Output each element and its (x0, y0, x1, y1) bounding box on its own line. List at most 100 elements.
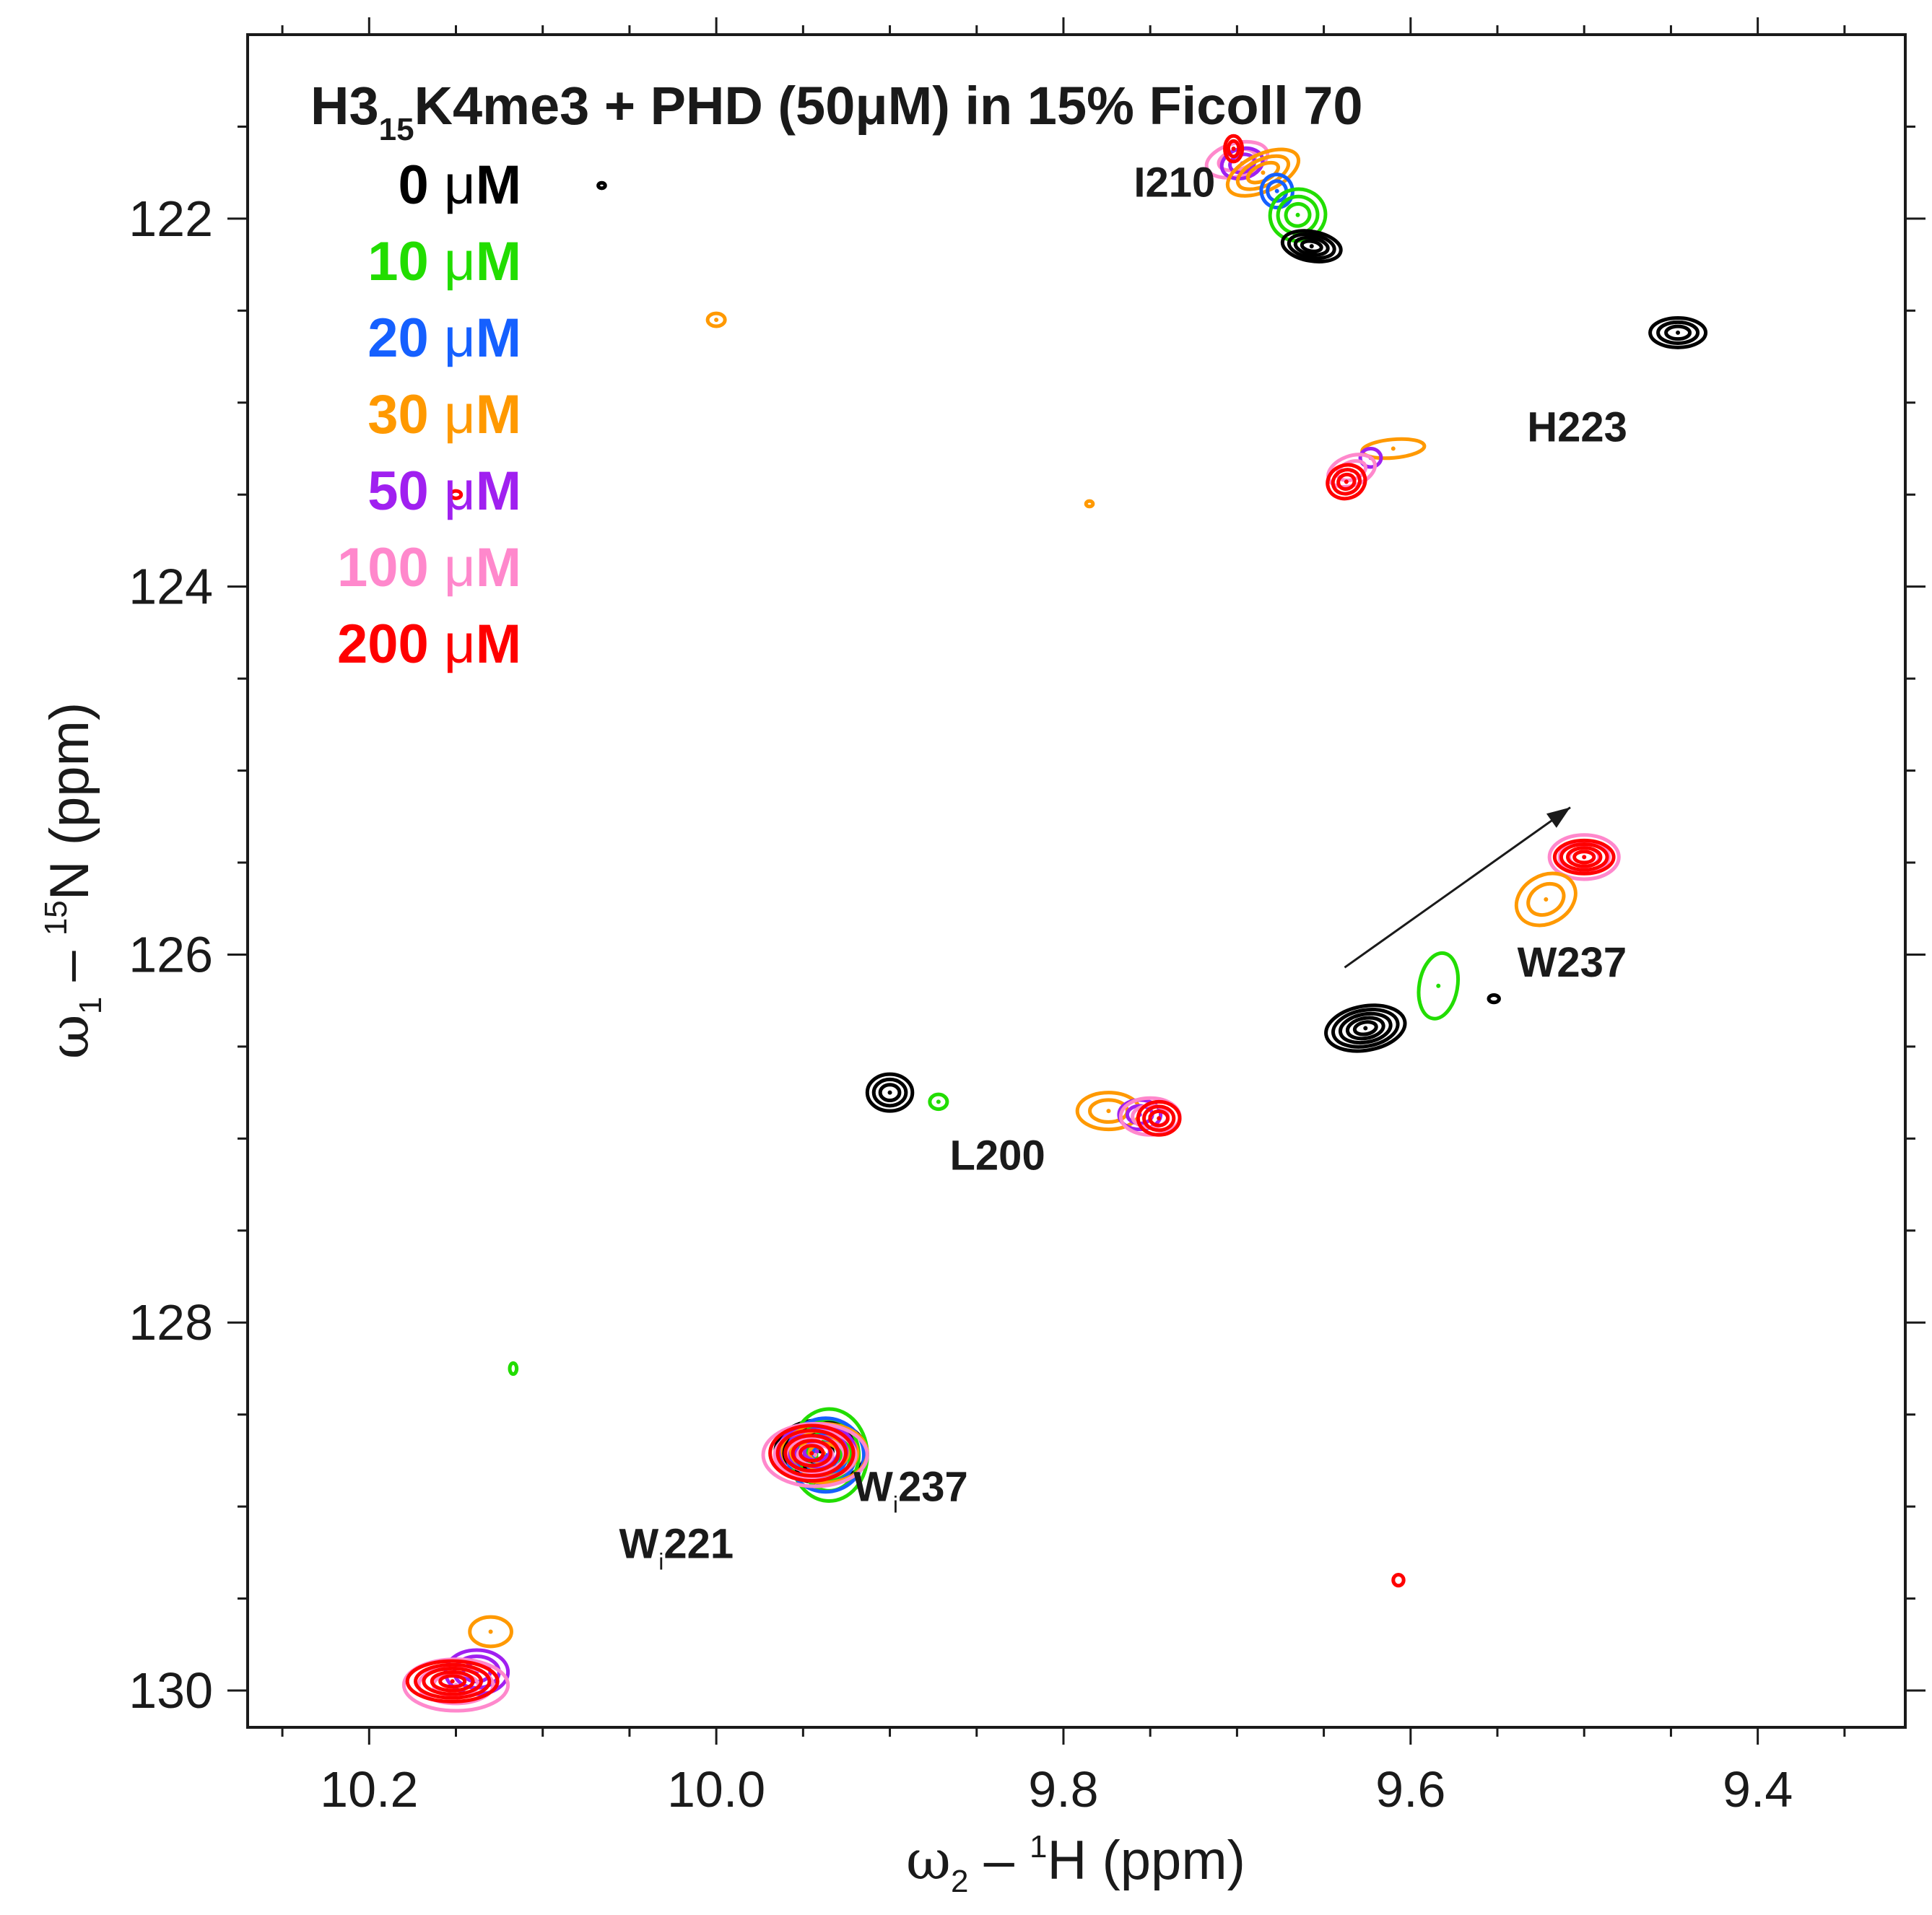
legend-item-30-m: 30 μM (367, 384, 521, 445)
contour-level (422, 1666, 483, 1696)
peak-contour-200-m-l200 (1136, 1099, 1182, 1137)
peak-center (809, 1451, 814, 1456)
peak-label: W237 (1518, 939, 1627, 986)
contour-level (1331, 1008, 1400, 1049)
legend-item-200-m: 200 μM (337, 614, 521, 675)
peak-label: L200 (950, 1133, 1045, 1179)
contour-level (1664, 324, 1692, 341)
peak-center (714, 318, 719, 323)
contour-level (1300, 239, 1323, 253)
contour-level (1566, 846, 1603, 868)
contour-level (783, 1434, 840, 1473)
contour-level (1487, 993, 1501, 1005)
contour-level (430, 1670, 475, 1693)
x-tick-label: 10.0 (667, 1761, 765, 1818)
x-tick-label: 9.6 (1375, 1761, 1445, 1818)
arrow-head (1546, 807, 1570, 828)
contour-level (1648, 316, 1708, 349)
peak-contour-30-m-wi221 (468, 1615, 513, 1649)
legend-item-100-m: 100 μM (337, 537, 521, 598)
contour-level (791, 1439, 833, 1468)
contour-level (1417, 951, 1461, 1021)
contour-level (1358, 447, 1383, 469)
peak-contour-200-m (1391, 1572, 1406, 1588)
peak-contour-10-m (508, 1361, 519, 1377)
contour-level (1225, 147, 1301, 198)
peak-center (1391, 446, 1396, 451)
contour-level (705, 311, 727, 328)
contour-level (799, 1444, 825, 1463)
contour-level (1552, 838, 1616, 876)
contour-level (1142, 1104, 1176, 1133)
legend-item-20-m: 20 μM (367, 307, 521, 369)
y-tick-label: 130 (129, 1662, 213, 1719)
contour-level (1559, 842, 1609, 872)
contour-level (865, 1072, 915, 1113)
legend-item-50-m: 50 μM (367, 461, 521, 522)
peak-center (1274, 188, 1279, 193)
contour-level (1326, 463, 1367, 501)
arrow-shaft (1344, 806, 1571, 969)
peak-contour-10-m-l200 (928, 1092, 949, 1112)
peak-contour-200-m-h223 (1326, 463, 1367, 501)
contour-level (1331, 468, 1362, 496)
contour-level (1223, 134, 1245, 164)
peak-contour-200-m-wi221 (405, 1659, 500, 1704)
legend-item-10-m: 10 μM (367, 231, 521, 292)
y-axis-label: ω1 – 15N (ppm) (37, 702, 108, 1059)
peak-contour-0-m-w237 (1324, 1003, 1407, 1053)
peak-center (450, 1679, 455, 1684)
contour-level (1526, 881, 1566, 917)
contour-level (1345, 1016, 1385, 1041)
plot-frame (246, 33, 1907, 1729)
contour-level (401, 1657, 510, 1713)
contour-level (768, 1423, 856, 1483)
shift-arrow (1344, 806, 1571, 969)
contour-level (1136, 1099, 1182, 1137)
peak-center (1363, 1026, 1368, 1031)
contour-level (405, 1659, 500, 1704)
peak-center (813, 1452, 818, 1457)
contour-level (1284, 201, 1312, 228)
contour-level (468, 1615, 513, 1649)
contour-level (438, 1674, 467, 1689)
contour-level (928, 1092, 949, 1112)
y-tick-label: 128 (129, 1294, 213, 1351)
x-axis-ticks: 10.2 10.0 9.8 9.6 9.4 (281, 17, 1846, 1818)
peak-center (887, 1090, 892, 1095)
peak-contour-200-m (448, 489, 464, 500)
contour-level (775, 1428, 848, 1478)
peak-center (1582, 855, 1587, 860)
peak-contour-0-m (1648, 316, 1708, 349)
peak-contour-30-m (1084, 499, 1095, 509)
legend: 0 μM 10 μM 20 μM 30 μM 50 μM 100 μM 200 μM (337, 154, 521, 675)
contour-level (1352, 1020, 1378, 1037)
peak-center (936, 1099, 941, 1104)
x-axis-label: ω2 – 1H (ppm) (906, 1828, 1245, 1899)
peaks-layer (401, 134, 1708, 1713)
contour-level (448, 489, 464, 500)
contour-level (1338, 1011, 1393, 1045)
contour-level (1656, 320, 1700, 345)
y-tick-label: 124 (129, 559, 213, 615)
peak-center (1231, 147, 1236, 152)
peak-label: Wi221 (619, 1521, 734, 1575)
x-tick-label: 9.8 (1028, 1761, 1098, 1818)
peak-center (1436, 983, 1441, 988)
peak-center (488, 1629, 493, 1634)
chart-title: H315K4me3 + PHD (50μM) in 15% Ficoll 70 (310, 76, 1363, 147)
peak-label: I210 (1133, 159, 1215, 206)
contour-level (1148, 1109, 1170, 1127)
peak-contour-200-m-i210 (1223, 134, 1245, 164)
contour-level (1547, 833, 1621, 881)
x-tick-label: 9.4 (1723, 1761, 1793, 1818)
y-axis-ticks: 122 124 126 128 130 (129, 125, 1926, 1719)
peak-contour-0-m (596, 180, 607, 191)
peak-contour-200-m-wi237 (768, 1423, 856, 1483)
peak-label: H223 (1527, 403, 1627, 450)
contour-level (1226, 139, 1241, 159)
peak-label: Wi237 (853, 1463, 968, 1517)
y-tick-label: 122 (129, 191, 213, 247)
contour-level (1514, 871, 1578, 928)
